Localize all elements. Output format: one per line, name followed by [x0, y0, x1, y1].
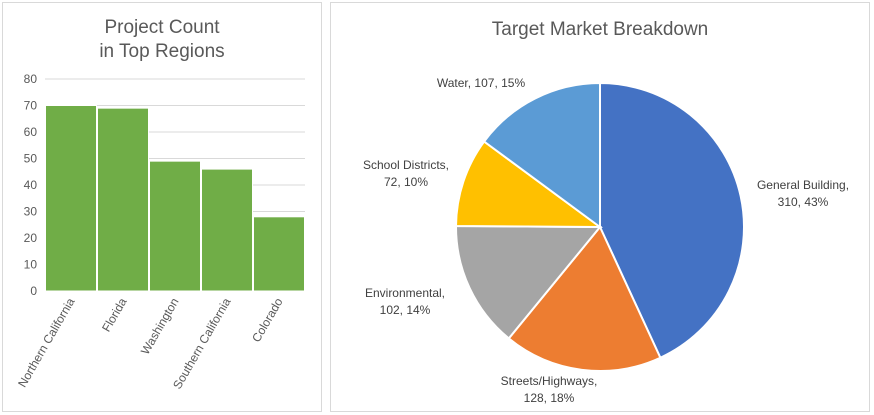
x-category-label: Washington: [138, 296, 182, 358]
bar-chart-title-line-2: in Top Regions: [99, 41, 224, 62]
y-tick-label: 50: [24, 152, 38, 166]
y-tick-label: 60: [24, 125, 38, 139]
bar-chart-title-line-1: Project Count: [104, 17, 220, 38]
pie-slice: [454, 140, 604, 229]
x-category-label: Northern California: [15, 295, 78, 390]
bar: [201, 168, 253, 292]
y-tick-label: 0: [30, 284, 37, 298]
pie-slice-label: General Building,: [757, 178, 849, 192]
x-category-label: Southern California: [170, 295, 234, 391]
y-tick-label: 20: [24, 231, 38, 245]
y-tick-label: 80: [24, 72, 38, 86]
bar: [253, 216, 305, 292]
pie-slice-label: 102, 14%: [380, 303, 431, 317]
bar-chart-panel: Project Count in Top Regions 0 10 20 30 40 50…: [2, 2, 322, 412]
y-tick-label: 10: [24, 258, 38, 272]
pie-slice-label: Water, 107, 15%: [437, 76, 526, 90]
y-tick-label: 40: [24, 178, 38, 192]
bar: [149, 160, 201, 292]
pie-slice-label: Streets/Highways,: [501, 374, 598, 388]
pie-chart-panel: Target Market Breakdown General Building…: [330, 2, 870, 412]
pie-slice-label: 128, 18%: [524, 391, 575, 405]
y-tick-label: 30: [24, 205, 38, 219]
bar: [45, 105, 97, 292]
pie-chart-title: Target Market Breakdown: [492, 19, 709, 40]
pie-slice: [482, 81, 601, 229]
pie-slice: [455, 225, 603, 340]
bar: [97, 107, 149, 292]
bar-chart: Project Count in Top Regions 0 10 20 30 40 50…: [15, 17, 305, 391]
pie-slice-label: 72, 10%: [384, 175, 428, 189]
pie-slice: [507, 225, 662, 372]
x-category-label: Colorado: [249, 295, 286, 344]
pie-slice-label: 310, 43%: [778, 195, 829, 209]
pie-slice-label: School Districts,: [363, 158, 449, 172]
pie-slice: [599, 81, 745, 360]
pie-chart: Target Market Breakdown General Building…: [363, 19, 849, 405]
pie-slice-label: Environmental,: [365, 286, 445, 300]
x-category-label: Florida: [99, 295, 130, 334]
y-tick-label: 70: [24, 99, 38, 113]
